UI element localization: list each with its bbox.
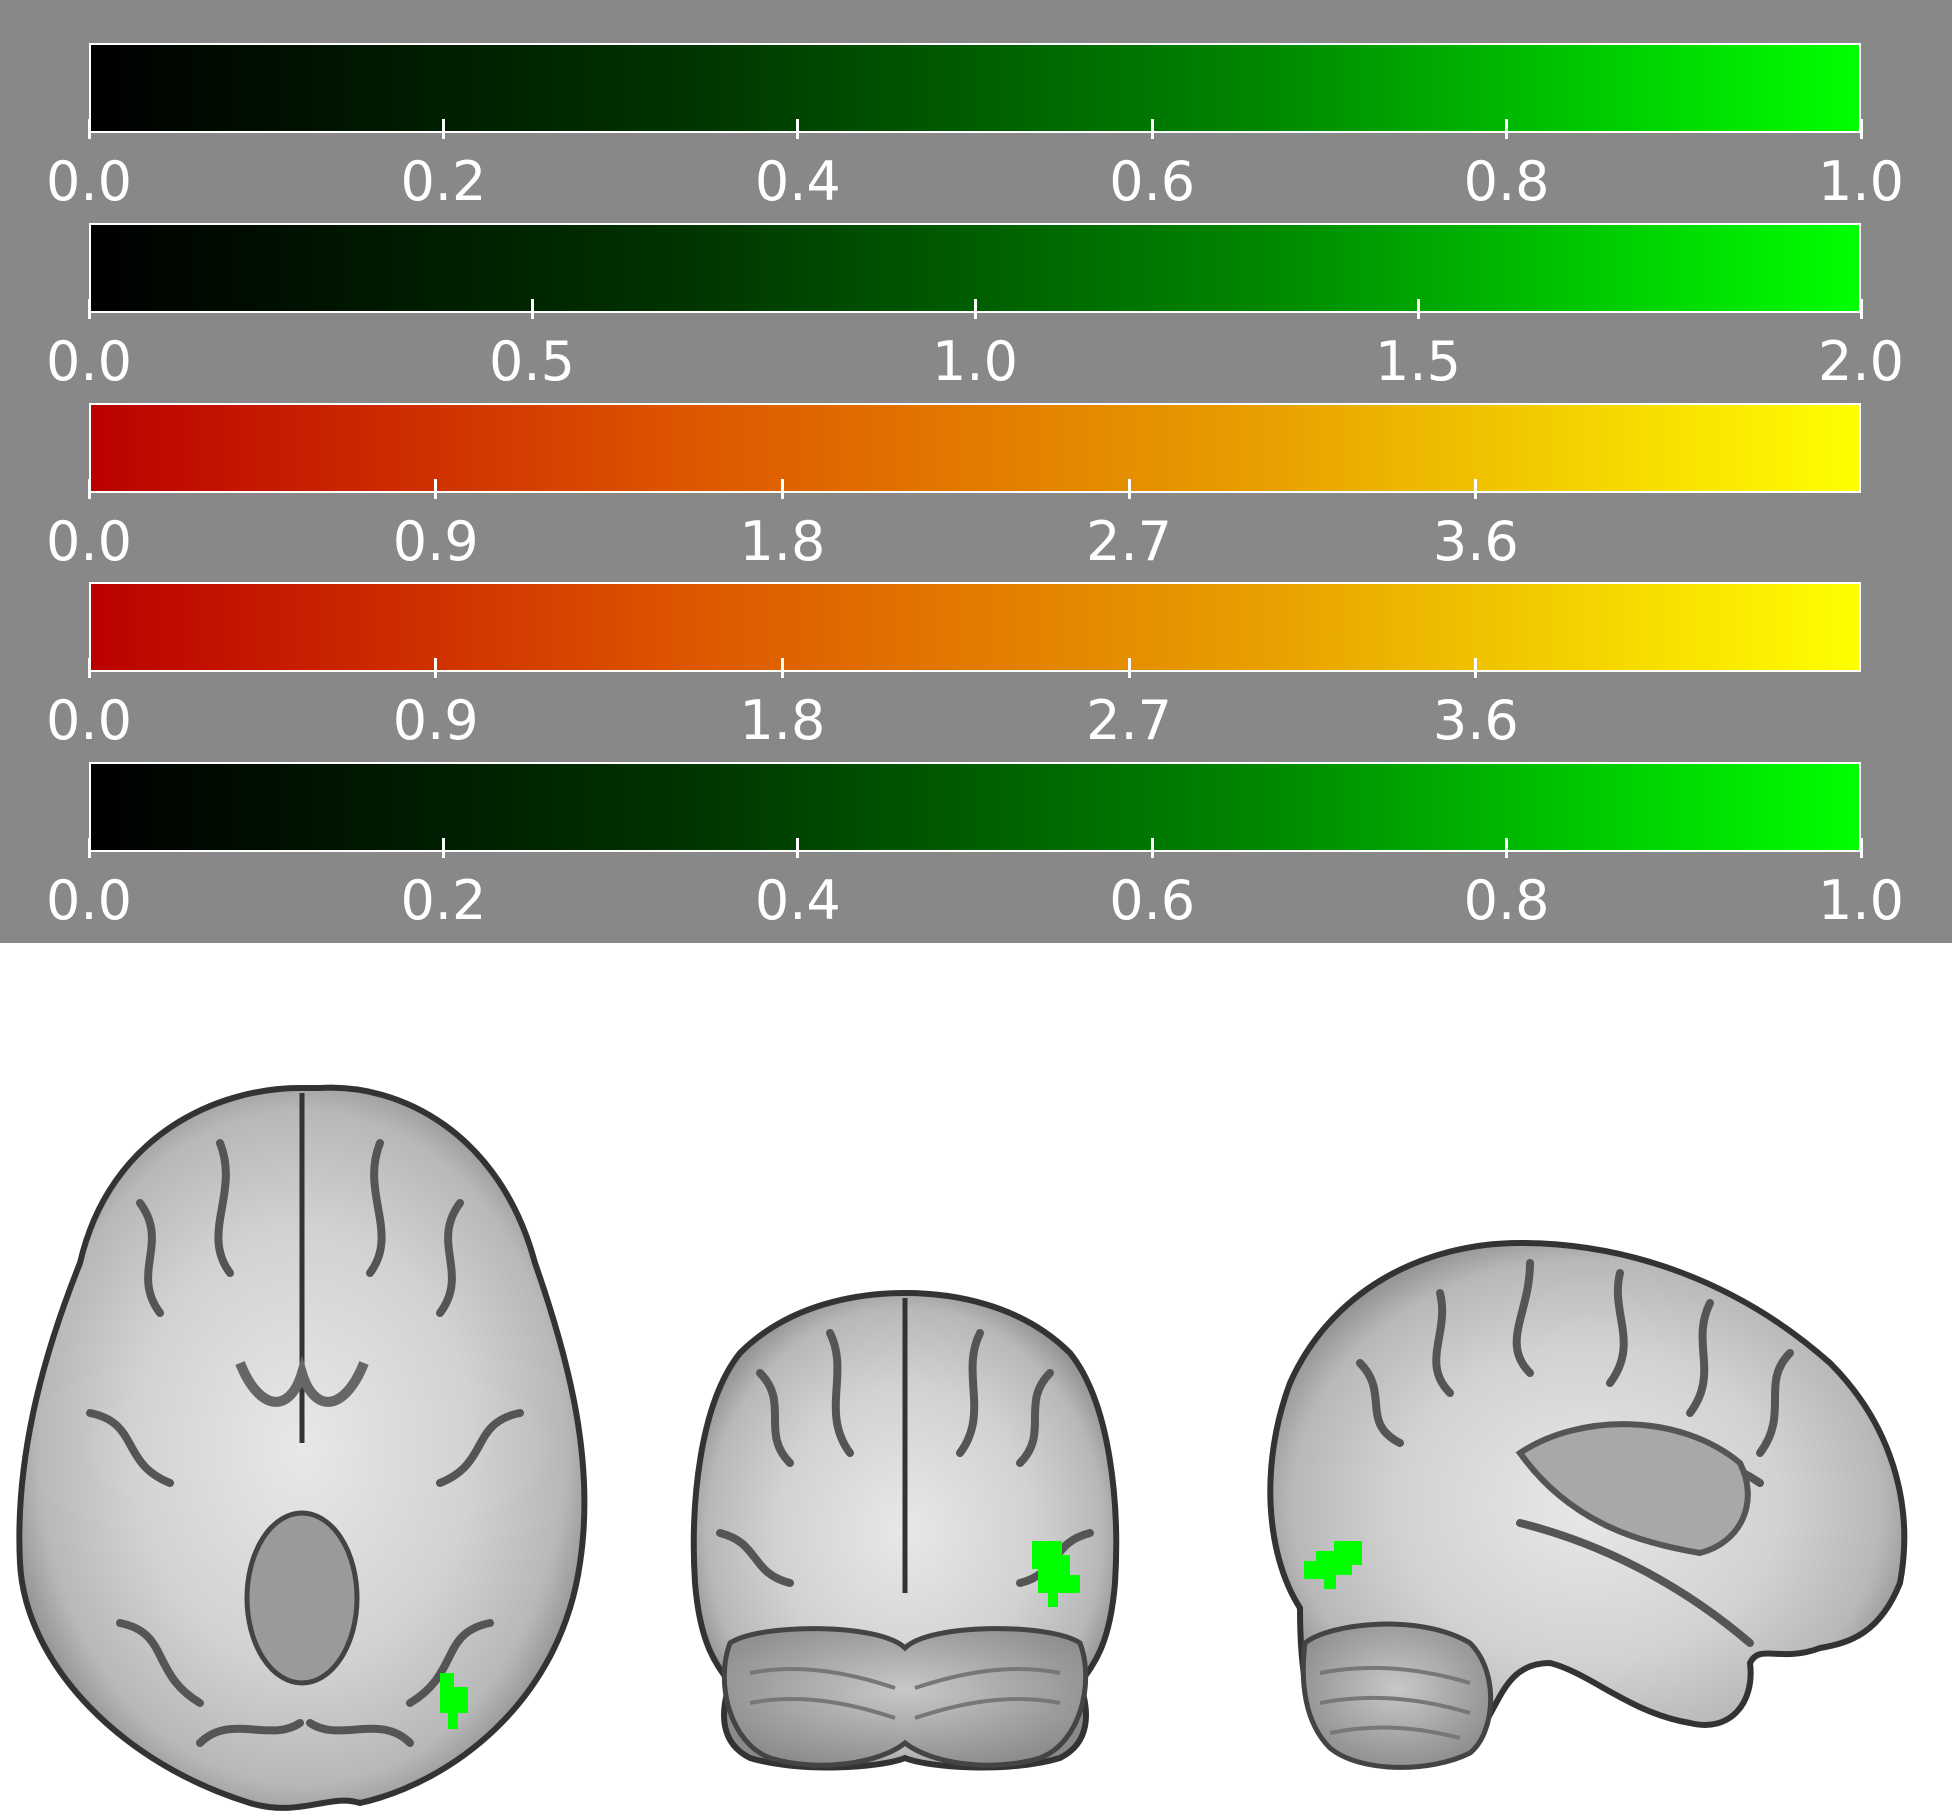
colorbar-4-tick xyxy=(780,658,784,678)
colorbar-5-tick xyxy=(1859,838,1863,858)
colorbar-3-tick-label: 0.0 xyxy=(46,510,132,573)
colorbar-5-tick-label: 0.8 xyxy=(1463,869,1550,932)
colorbar-1-tick xyxy=(441,119,445,139)
colorbar-2-tick-label: 0.0 xyxy=(46,330,132,393)
colorbar-5-tick-label: 0.6 xyxy=(1109,869,1196,932)
colorbar-5-tick xyxy=(87,838,91,858)
colorbar-2 xyxy=(89,223,1861,313)
colorbar-4-tick-label: 3.6 xyxy=(1432,689,1519,752)
sagittal-insula xyxy=(1515,1421,1751,1557)
colorbar-1-tick-label: 0.6 xyxy=(1109,150,1196,213)
colorbar-3-tick-label: 1.8 xyxy=(739,510,826,573)
colorbar-3-tick xyxy=(780,479,784,499)
colorbar-1-tick xyxy=(87,119,91,139)
colorbar-1-tick xyxy=(1505,119,1509,139)
colorbar-3-tick-label: 2.7 xyxy=(1086,510,1173,573)
axial-view xyxy=(16,1084,588,1811)
colorbar-4-tick-label: 0.0 xyxy=(46,689,132,752)
colorbar-3-tick xyxy=(1127,479,1131,499)
colorbar-5-tick xyxy=(796,838,800,858)
colorbar-1-tick-label: 0.4 xyxy=(754,150,841,213)
colorbar-2-tick xyxy=(1416,299,1420,319)
colorbar-5-tick-label: 0.4 xyxy=(754,869,841,932)
colorbar-3-tick xyxy=(1474,479,1478,499)
colorbar-1-tick-label: 0.0 xyxy=(46,150,132,213)
colorbar-5-tick-label: 0.2 xyxy=(400,869,487,932)
axial-overlay-cluster xyxy=(440,1673,468,1729)
coronal-view xyxy=(690,1289,1120,1771)
colorbar-2-tick xyxy=(530,299,534,319)
colorbar-2-tick xyxy=(87,299,91,319)
colorbar-1-tick-label: 0.2 xyxy=(400,150,487,213)
axial-ventricles xyxy=(235,1355,369,1407)
colorbar-1-tick xyxy=(796,119,800,139)
sagittal-view xyxy=(1267,1239,1908,1770)
colorbar-2-tick-label: 1.0 xyxy=(932,330,1018,393)
colorbar-5 xyxy=(89,762,1861,852)
coronal-cerebellum-folia xyxy=(749,1667,1061,1720)
colorbar-5-tick xyxy=(441,838,445,858)
brain-views xyxy=(0,943,1952,1818)
axial-brain-outline xyxy=(16,1084,588,1811)
colorbar-4-tick xyxy=(87,658,91,678)
colorbar-2-tick-label: 2.0 xyxy=(1818,330,1904,393)
colorbar-4-tick-label: 0.9 xyxy=(392,689,479,752)
colorbar-1-tick-label: 1.0 xyxy=(1818,150,1904,213)
brain-slices-svg xyxy=(16,1084,1908,1811)
colorbar-1-tick xyxy=(1150,119,1154,139)
colorbar-5-tick xyxy=(1150,838,1154,858)
coronal-sulci xyxy=(716,1329,1094,1587)
colorbar-1 xyxy=(89,43,1861,133)
axial-sulci xyxy=(86,1139,524,1747)
colorbar-3-tick xyxy=(87,479,91,499)
colorbar-3-tick xyxy=(434,479,438,499)
colorbar-4-tick xyxy=(434,658,438,678)
colorbar-4-tick-label: 1.8 xyxy=(739,689,826,752)
colorbar-2-tick-label: 0.5 xyxy=(489,330,575,393)
sagittal-cerebellum xyxy=(1300,1621,1494,1770)
axial-brainstem xyxy=(244,1510,360,1686)
colorbar-4-tick xyxy=(1474,658,1478,678)
colorbar-4-tick xyxy=(1127,658,1131,678)
colorbar-5-tick-label: 0.0 xyxy=(46,869,132,932)
colorbar-3-tick-label: 3.6 xyxy=(1432,510,1519,573)
colorbar-panel: 0.0 0.2 0.4 0.6 0.8 1.0 0.0 0.5 1.0 1.5 2.0 0.0 0.9 1… xyxy=(0,0,1952,943)
colorbar-5-tick xyxy=(1505,838,1509,858)
sagittal-cerebellum-folia xyxy=(1319,1665,1471,1740)
colorbar-2-tick xyxy=(973,299,977,319)
colorbar-1-tick-label: 0.8 xyxy=(1463,150,1550,213)
colorbar-1-tick xyxy=(1859,119,1863,139)
colorbar-4-tick-label: 2.7 xyxy=(1086,689,1173,752)
colorbar-5-tick-label: 1.0 xyxy=(1818,869,1904,932)
colorbar-4 xyxy=(89,582,1861,672)
colorbar-2-tick-label: 1.5 xyxy=(1375,330,1461,393)
sagittal-overlay-cluster xyxy=(1304,1541,1362,1589)
colorbar-2-tick xyxy=(1859,299,1863,319)
colorbar-3-tick-label: 0.9 xyxy=(392,510,479,573)
coronal-cerebellum xyxy=(721,1626,1089,1768)
colorbar-3 xyxy=(89,403,1861,493)
coronal-overlay-cluster xyxy=(1032,1541,1080,1607)
